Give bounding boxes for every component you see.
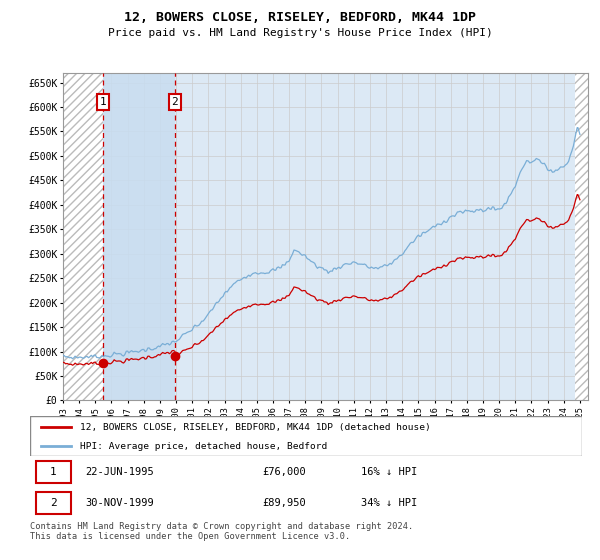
Text: 2: 2 [50, 498, 57, 508]
Text: 1: 1 [100, 97, 106, 107]
Text: HPI: Average price, detached house, Bedford: HPI: Average price, detached house, Bedf… [80, 442, 327, 451]
Text: £76,000: £76,000 [262, 467, 305, 477]
Text: 1: 1 [50, 467, 57, 477]
Text: 12, BOWERS CLOSE, RISELEY, BEDFORD, MK44 1DP: 12, BOWERS CLOSE, RISELEY, BEDFORD, MK44… [124, 11, 476, 24]
Bar [63, 58, 103, 400]
Text: 30-NOV-1999: 30-NOV-1999 [85, 498, 154, 508]
Text: Price paid vs. HM Land Registry's House Price Index (HPI): Price paid vs. HM Land Registry's House … [107, 28, 493, 38]
Text: Contains HM Land Registry data © Crown copyright and database right 2024.
This d: Contains HM Land Registry data © Crown c… [30, 522, 413, 542]
Text: 12, BOWERS CLOSE, RISELEY, BEDFORD, MK44 1DP (detached house): 12, BOWERS CLOSE, RISELEY, BEDFORD, MK44… [80, 423, 430, 432]
Text: 22-JUN-1995: 22-JUN-1995 [85, 467, 154, 477]
Bar [35, 492, 71, 515]
Text: 2: 2 [172, 97, 178, 107]
Bar [575, 58, 588, 400]
Text: 34% ↓ HPI: 34% ↓ HPI [361, 498, 418, 508]
Text: 16% ↓ HPI: 16% ↓ HPI [361, 467, 418, 477]
Bar [103, 58, 175, 400]
Text: £89,950: £89,950 [262, 498, 305, 508]
Bar [35, 461, 71, 483]
